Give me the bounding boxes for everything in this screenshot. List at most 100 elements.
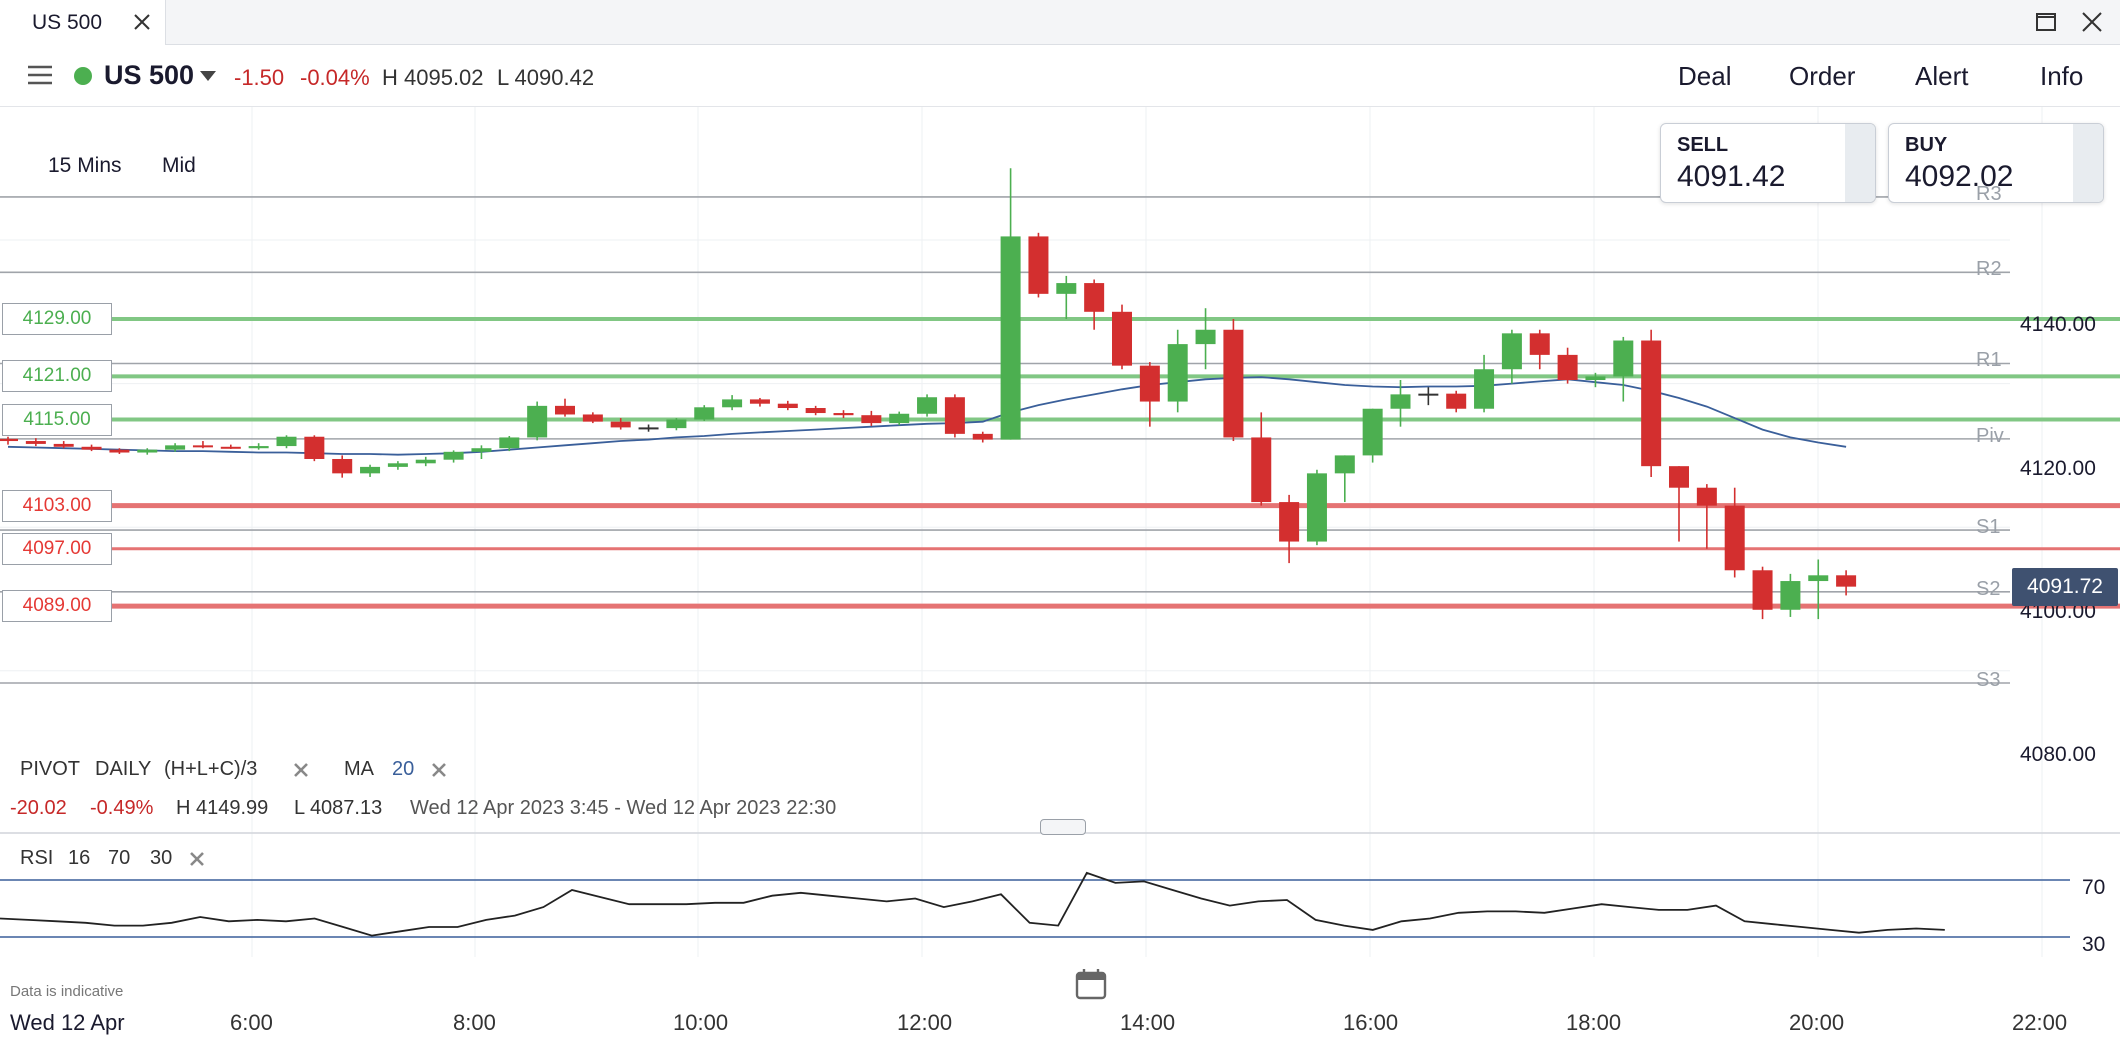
candle bbox=[109, 448, 130, 454]
candle-body bbox=[1112, 311, 1132, 366]
rsi-param-2[interactable]: 70 bbox=[108, 847, 131, 869]
level-box-4121[interactable]: 4121.00 bbox=[2, 360, 112, 393]
candle bbox=[1557, 347, 1578, 384]
candle bbox=[471, 445, 492, 459]
candle bbox=[1585, 372, 1606, 388]
candle-body bbox=[1390, 394, 1411, 409]
candle bbox=[777, 400, 798, 411]
candle-body bbox=[972, 433, 993, 440]
level-box-4089[interactable]: 4089.00 bbox=[2, 590, 112, 623]
instrument-change-pct: -0.04% bbox=[300, 65, 370, 90]
pivot-label-r3: R3 bbox=[1976, 182, 2002, 205]
candle bbox=[1446, 390, 1467, 413]
period-low: L 4087.13 bbox=[294, 797, 383, 819]
remove-rsi-icon[interactable] bbox=[188, 850, 206, 868]
pivot-label-r2: R2 bbox=[1976, 258, 2002, 281]
candle-body bbox=[833, 413, 854, 416]
level-box-4129[interactable]: 4129.00 bbox=[2, 302, 112, 335]
buy-button[interactable]: BUY 4092.02 bbox=[1888, 123, 2104, 203]
time-axis-tick: 18:00 bbox=[1566, 1010, 1622, 1035]
instrument-change: -1.50 bbox=[234, 65, 285, 90]
candle bbox=[805, 405, 826, 416]
pivot-indicator-period[interactable]: DAILY bbox=[95, 758, 152, 780]
level-box-4115[interactable]: 4115.00 bbox=[2, 403, 112, 436]
candle bbox=[360, 464, 381, 477]
candle-body bbox=[1836, 575, 1857, 587]
price-type-selector[interactable]: Mid bbox=[162, 154, 196, 177]
pivot-label-s1: S1 bbox=[1976, 516, 2001, 539]
candle bbox=[1641, 329, 1662, 477]
calendar-icon[interactable] bbox=[1074, 967, 1108, 1001]
candle bbox=[1808, 559, 1829, 620]
pivot-indicator-formula[interactable]: (H+L+C)/3 bbox=[164, 758, 258, 780]
time-axis-tick: 10:00 bbox=[673, 1010, 729, 1035]
deal-button[interactable]: Deal bbox=[1678, 61, 1732, 91]
info-button[interactable]: Info bbox=[2040, 61, 2084, 91]
hamburger-menu-icon[interactable] bbox=[26, 63, 54, 87]
sell-button[interactable]: SELL 4091.42 bbox=[1660, 123, 1876, 203]
candle-body bbox=[1752, 570, 1773, 610]
candle-body bbox=[109, 449, 130, 453]
candlesticks bbox=[0, 168, 1857, 620]
candle bbox=[638, 424, 659, 432]
time-axis-tick: 6:00 bbox=[230, 1010, 273, 1035]
timeframe-selector[interactable]: 15 Mins bbox=[48, 154, 122, 177]
candle bbox=[332, 455, 353, 478]
maximize-icon[interactable] bbox=[2034, 10, 2058, 34]
candle bbox=[1501, 329, 1522, 384]
price-axis-tick: 4120.00 bbox=[2020, 457, 2096, 480]
candle-body bbox=[527, 405, 548, 438]
candle-body bbox=[220, 446, 241, 449]
candle-body bbox=[304, 436, 325, 459]
candle-body bbox=[1306, 473, 1327, 542]
instrument-toolbar: US 500 -1.50 -0.04% H 4095.02 L 4090.42 … bbox=[0, 45, 2120, 107]
rsi-param-3[interactable]: 30 bbox=[150, 847, 173, 869]
chart-area[interactable]: 15 Mins Mid SELL 4091.42 BUY 4092.02 412… bbox=[0, 107, 2120, 1038]
chevron-down-icon[interactable] bbox=[200, 71, 216, 81]
instrument-name[interactable]: US 500 bbox=[104, 60, 195, 90]
candle-body bbox=[1167, 344, 1188, 402]
price-axis-tick: 4080.00 bbox=[2020, 743, 2096, 766]
candle bbox=[555, 398, 575, 417]
candle bbox=[25, 438, 46, 447]
price-axis-tick: 4100.00 bbox=[2020, 600, 2096, 623]
rsi-indicator-name[interactable]: RSI bbox=[20, 847, 54, 869]
ma-indicator-period[interactable]: 20 bbox=[392, 758, 415, 780]
ma-indicator-name[interactable]: MA bbox=[344, 758, 374, 780]
level-box-4097[interactable]: 4097.00 bbox=[2, 532, 112, 565]
time-axis-tick: 14:00 bbox=[1120, 1010, 1176, 1035]
window-close-icon[interactable] bbox=[2080, 10, 2104, 34]
panel-resize-handle[interactable] bbox=[1040, 819, 1086, 835]
candle-body bbox=[1529, 333, 1550, 355]
candle-body bbox=[192, 445, 213, 448]
order-button[interactable]: Order bbox=[1789, 61, 1856, 91]
candle bbox=[1474, 354, 1495, 413]
level-box-4103[interactable]: 4103.00 bbox=[2, 489, 112, 522]
candle bbox=[833, 410, 854, 419]
candle bbox=[220, 444, 241, 449]
candle bbox=[1251, 412, 1272, 506]
close-icon[interactable] bbox=[132, 12, 152, 32]
candle-body bbox=[1446, 393, 1467, 409]
tab-us500[interactable]: US 500 bbox=[0, 0, 166, 45]
pivot-indicator-name[interactable]: PIVOT bbox=[20, 758, 81, 780]
candle bbox=[722, 395, 743, 411]
remove-pivot-icon[interactable] bbox=[292, 761, 310, 779]
time-axis-tick: 22:00 bbox=[2012, 1010, 2068, 1035]
candle bbox=[972, 431, 993, 443]
candle bbox=[1195, 308, 1216, 370]
rsi-param-1[interactable]: 16 bbox=[68, 847, 91, 869]
current-price-tag: 4091.72 bbox=[2012, 567, 2118, 606]
remove-ma-icon[interactable] bbox=[430, 761, 448, 779]
data-indicative-note: Data is indicative bbox=[10, 983, 124, 1000]
candle bbox=[81, 444, 102, 452]
alert-button[interactable]: Alert bbox=[1915, 61, 1969, 91]
candle-body bbox=[722, 399, 743, 408]
candle bbox=[1613, 336, 1634, 402]
candle-body bbox=[1418, 393, 1439, 396]
candle-body bbox=[165, 445, 186, 450]
price-chart-canvas[interactable] bbox=[0, 107, 2120, 1038]
rsi-axis-30: 30 bbox=[2082, 933, 2106, 956]
candle-body bbox=[25, 441, 46, 444]
candle-body bbox=[1251, 437, 1272, 503]
